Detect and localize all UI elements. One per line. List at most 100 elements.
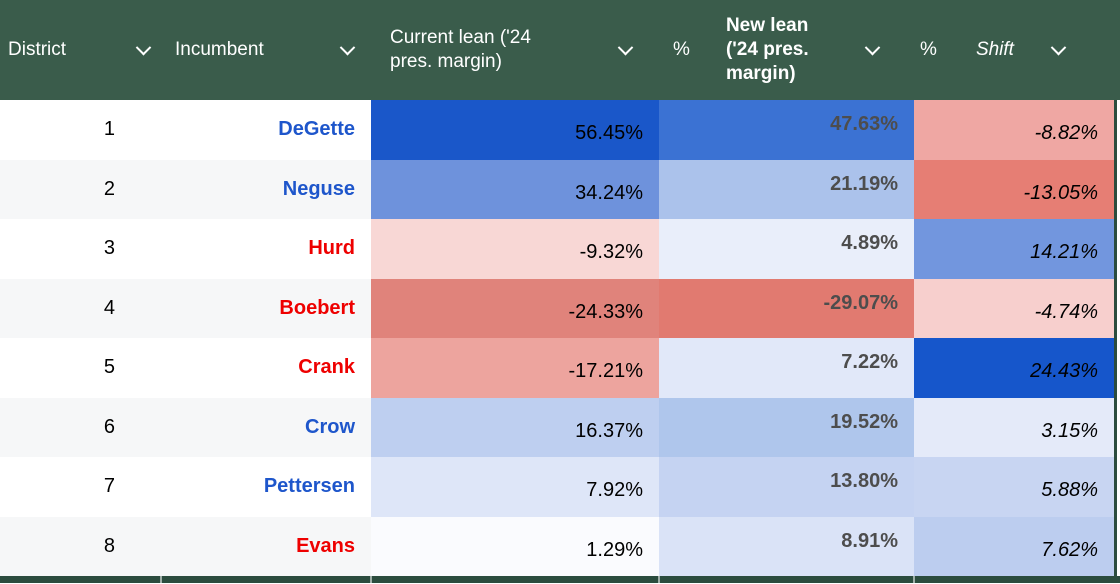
table-row: 6 Crow 16.37% 19.52% 3.15% [0,397,1114,458]
shift-cell[interactable]: 3.15% [914,397,1114,457]
shift-cell[interactable]: 14.21% [914,219,1114,279]
column-header-new-lean[interactable]: % New lean ('24 pres. margin) [659,0,914,100]
district-cell[interactable]: 5 [0,338,161,398]
incumbent-name: Crow [305,415,355,438]
new-lean-cell[interactable]: 4.89% [659,219,914,279]
shift-cell[interactable]: 7.62% [914,516,1114,576]
new-lean-cell[interactable]: 8.91% [659,516,914,576]
table-row: 4 Boebert -24.33% -29.07% -4.74% [0,278,1114,339]
table-row: 1 DeGette 56.45% 47.63% -8.82% [0,100,1114,160]
current-lean-value: 7.92% [586,479,643,502]
column-label-shift: Shift [975,39,1014,60]
current-lean-value: 34.24% [575,181,643,204]
table-row: 5 Crank -17.21% 7.22% 24.43% [0,338,1114,398]
new-lean-value: 19.52% [830,410,898,433]
new-lean-value: 21.19% [830,172,898,195]
incumbent-name: Evans [296,534,355,557]
new-lean-cell[interactable]: 19.52% [659,397,914,457]
shift-value: 5.88% [1041,479,1098,502]
district-number: 5 [103,356,115,379]
table-row: 8 Evans 1.29% 8.91% 7.62% [0,516,1114,577]
current-lean-cell[interactable]: -17.21% [371,338,659,398]
column-divider-tick [913,576,915,583]
incumbent-cell[interactable]: Boebert [161,279,371,339]
current-lean-value: 56.45% [575,122,643,145]
new-lean-value: 13.80% [830,470,898,493]
incumbent-name: Neguse [282,177,355,200]
district-number: 6 [103,415,115,438]
chevron-down-icon[interactable] [339,39,356,55]
district-cell[interactable]: 4 [0,279,161,339]
incumbent-cell[interactable]: Hurd [161,219,371,279]
current-lean-cell[interactable]: 34.24% [371,159,659,219]
current-lean-cell[interactable]: 16.37% [371,397,659,457]
column-label-new-lean: New lean ('24 pres. margin) [725,15,809,84]
new-lean-value: 47.63% [830,113,898,136]
new-lean-cell[interactable]: 47.63% [659,100,914,160]
shift-cell[interactable]: -13.05% [914,159,1114,219]
column-divider-tick [160,576,162,583]
shift-cell[interactable]: -8.82% [914,100,1114,160]
column-label-current-lean: Current lean ('24 pres. margin) [390,27,531,72]
chevron-down-icon[interactable] [1050,39,1067,55]
current-lean-value: -24.33% [568,300,644,323]
column-header-shift[interactable]: % Shift [914,0,1120,100]
table-row: 7 Pettersen 7.92% 13.80% 5.88% [0,457,1114,517]
column-label-incumbent: Incumbent [175,39,264,60]
shift-value: 14.21% [1030,241,1098,264]
incumbent-name: Crank [298,356,355,379]
column-header-current-lean[interactable]: Current lean ('24 pres. margin) [371,0,659,100]
incumbent-cell[interactable]: Crow [161,398,371,458]
incumbent-cell[interactable]: Neguse [161,160,371,220]
incumbent-cell[interactable]: Pettersen [161,457,371,517]
new-lean-cell[interactable]: 13.80% [659,457,914,517]
shift-value: -8.82% [1034,122,1098,145]
incumbent-name: Hurd [308,237,355,260]
district-cell[interactable]: 6 [0,398,161,458]
shift-cell[interactable]: -4.74% [914,278,1114,338]
shift-cell[interactable]: 5.88% [914,457,1114,517]
shift-value: 3.15% [1041,419,1098,442]
district-number: 1 [103,118,115,141]
current-lean-value: 16.37% [575,419,643,442]
district-cell[interactable]: 7 [0,457,161,517]
incumbent-cell[interactable]: DeGette [161,100,371,160]
shift-value: -13.05% [1023,181,1099,204]
district-cell[interactable]: 2 [0,160,161,220]
incumbent-cell[interactable]: Crank [161,338,371,398]
table-body: 1 DeGette 56.45% 47.63% -8.82% 2 Neguse … [0,100,1114,576]
column-header-district[interactable]: District [0,0,161,100]
current-lean-value: -9.32% [579,241,643,264]
chevron-down-icon[interactable] [617,39,634,55]
new-lean-value: -29.07% [823,291,899,314]
current-lean-cell[interactable]: 7.92% [371,457,659,517]
shift-value: 7.62% [1041,538,1098,561]
chevron-down-icon[interactable] [864,39,881,55]
incumbent-name: DeGette [278,118,355,141]
new-lean-cell[interactable]: 21.19% [659,159,914,219]
district-cell[interactable]: 8 [0,517,161,577]
new-lean-value: 4.89% [841,232,898,255]
current-lean-cell[interactable]: -9.32% [371,219,659,279]
district-cell[interactable]: 1 [0,100,161,160]
district-number: 4 [103,296,115,319]
incumbent-cell[interactable]: Evans [161,517,371,577]
district-number: 8 [103,534,115,557]
percent-label: % [920,39,937,60]
shift-value: 24.43% [1030,360,1098,383]
district-cell[interactable]: 3 [0,219,161,279]
current-lean-cell[interactable]: -24.33% [371,278,659,338]
district-number: 2 [103,177,115,200]
current-lean-value: -17.21% [568,360,644,383]
table-row: 2 Neguse 34.24% 21.19% -13.05% [0,159,1114,220]
new-lean-value: 7.22% [841,351,898,374]
chevron-down-icon[interactable] [135,39,152,55]
current-lean-cell[interactable]: 56.45% [371,100,659,160]
current-lean-cell[interactable]: 1.29% [371,516,659,576]
column-header-incumbent[interactable]: Incumbent [161,0,371,100]
district-number: 3 [103,237,115,260]
new-lean-value: 8.91% [841,529,898,552]
new-lean-cell[interactable]: 7.22% [659,338,914,398]
shift-cell[interactable]: 24.43% [914,338,1114,398]
new-lean-cell[interactable]: -29.07% [659,278,914,338]
